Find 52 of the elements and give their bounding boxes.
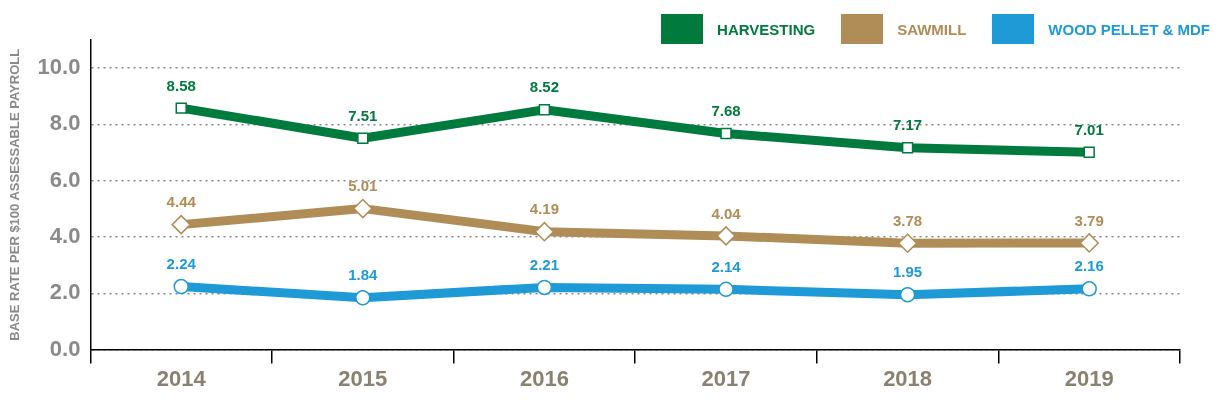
legend-label: WOOD PELLET & MDF (1048, 20, 1210, 38)
point (355, 290, 371, 306)
data-label: 7.68 (711, 102, 741, 120)
point (716, 226, 736, 246)
data-label: 4.19 (529, 200, 560, 218)
x-tick-label: 2014 (156, 365, 207, 391)
data-label: 2.14 (711, 258, 742, 276)
y-tick-label: 2.0 (49, 279, 81, 305)
point (534, 221, 555, 242)
legend-label: SAWMILL (897, 20, 967, 38)
data-label: 7.01 (1074, 120, 1104, 138)
point (718, 281, 734, 298)
x-tick-label: 2016 (519, 365, 569, 391)
y-tick-label: 8.0 (49, 110, 81, 136)
point (720, 127, 732, 140)
data-label: 2.24 (166, 255, 197, 273)
y-axis-title: BASE RATE PER $100 ASSESSABLE PAYROLL (7, 48, 23, 341)
data-label: 4.04 (711, 204, 742, 222)
legend-label: HARVESTING (717, 20, 816, 38)
x-tick-label: 2017 (701, 365, 751, 391)
data-label: 1.95 (893, 263, 923, 281)
y-tick-label: 10.0 (37, 54, 81, 80)
data-label: 2.21 (529, 256, 560, 274)
point (357, 132, 369, 144)
data-label: 8.52 (529, 78, 560, 96)
data-label: 3.78 (893, 211, 923, 229)
point (536, 279, 553, 296)
y-tick-label: 6.0 (49, 166, 81, 192)
y-tick-label: 4.0 (49, 223, 81, 249)
point (1083, 146, 1095, 158)
point (1081, 281, 1097, 297)
point (897, 233, 918, 253)
data-label: 2.16 (1074, 257, 1104, 275)
point (901, 142, 914, 154)
point (171, 214, 191, 235)
y-tick-label: 0.0 (49, 335, 81, 361)
x-tick-label: 2015 (338, 365, 388, 391)
point (175, 102, 187, 114)
data-label: 4.44 (166, 193, 197, 211)
point (353, 198, 373, 219)
data-label: 7.51 (348, 106, 378, 124)
point (538, 104, 551, 116)
data-label: 7.17 (893, 116, 923, 134)
x-tick-label: 2018 (883, 365, 933, 391)
x-tick-label: 2019 (1064, 365, 1114, 391)
data-label: 1.84 (348, 266, 379, 284)
data-label: 3.79 (1074, 211, 1104, 229)
point (1079, 233, 1099, 253)
point (899, 286, 916, 303)
point (173, 278, 189, 295)
data-label: 8.58 (166, 76, 196, 94)
data-label: 5.01 (348, 177, 378, 195)
